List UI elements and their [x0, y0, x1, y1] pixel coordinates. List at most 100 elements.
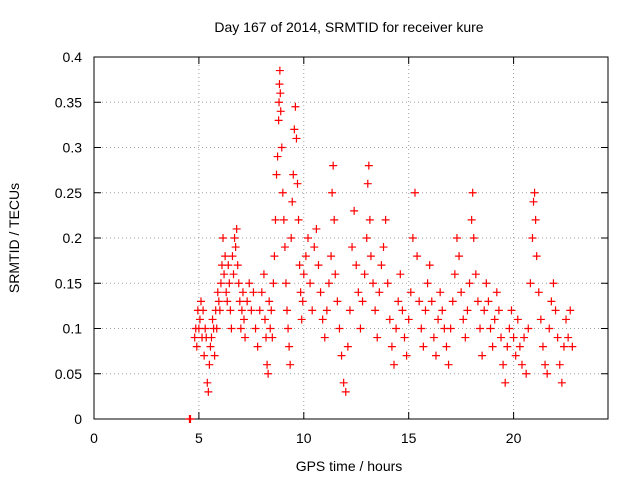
data-point [333, 297, 342, 306]
data-point [429, 333, 438, 342]
data-point [549, 279, 558, 288]
x-tick-label: 10 [296, 430, 312, 446]
data-point [343, 342, 352, 351]
data-point [377, 261, 386, 270]
data-point [398, 306, 407, 315]
data-point [280, 243, 289, 252]
data-point [270, 252, 279, 261]
data-point [341, 387, 350, 396]
data-point [410, 188, 419, 197]
data-point [413, 252, 422, 261]
data-point [247, 306, 256, 315]
data-point [551, 306, 560, 315]
data-point [291, 102, 300, 111]
data-point [265, 297, 274, 306]
data-point [276, 89, 285, 98]
y-tick-label: 0.25 [55, 185, 82, 201]
data-point [299, 270, 308, 279]
data-point [524, 324, 533, 333]
data-point [318, 315, 327, 324]
data-point [379, 243, 388, 252]
data-point [298, 297, 307, 306]
data-point [296, 288, 305, 297]
data-point [373, 333, 382, 342]
data-point [222, 288, 231, 297]
data-point [196, 297, 205, 306]
data-point [260, 315, 269, 324]
data-point [275, 98, 284, 107]
data-point [425, 261, 434, 270]
data-point [469, 234, 478, 242]
data-point [276, 107, 285, 116]
data-point [200, 351, 209, 360]
data-point [444, 360, 453, 369]
data-point [366, 252, 375, 261]
data-point [501, 378, 510, 387]
axis-ticks: 0 0.05 0.1 0.15 0.2 0.25 0.3 0.35 0.4 0 5 10 15 20 [55, 49, 608, 446]
data-point [266, 324, 275, 333]
data-point [350, 206, 359, 215]
data-point [240, 315, 249, 324]
data-point [295, 261, 304, 270]
data-point [201, 324, 210, 333]
data-point [365, 215, 374, 224]
y-tick-label: 0 [74, 411, 82, 427]
data-point [463, 306, 472, 315]
data-point [406, 288, 415, 297]
data-point [530, 188, 539, 197]
chart-title: Day 167 of 2014, SRMTID for receiver kur… [214, 19, 483, 35]
data-point [289, 170, 298, 179]
data-point [383, 279, 392, 288]
y-tick-label: 0.3 [63, 140, 83, 156]
data-point [385, 315, 394, 324]
data-point [312, 224, 321, 233]
data-point [322, 306, 331, 315]
data-point [339, 378, 348, 387]
y-tick-label: 0.15 [55, 275, 82, 291]
y-tick-label: 0.35 [55, 94, 82, 110]
data-point [348, 243, 357, 252]
data-point [195, 315, 204, 324]
data-point [234, 279, 243, 288]
data-point [465, 279, 474, 288]
data-point [238, 288, 247, 297]
data-point [467, 215, 476, 224]
data-point [199, 306, 208, 315]
data-point [190, 333, 199, 342]
data-point [293, 179, 302, 188]
data-point [225, 279, 234, 288]
data-point [283, 306, 292, 315]
data-point [392, 324, 401, 333]
data-point [235, 297, 244, 306]
x-tick-label: 15 [401, 430, 417, 446]
data-points [185, 66, 577, 423]
data-point [285, 342, 294, 351]
data-point [526, 279, 535, 288]
data-point [275, 66, 284, 75]
data-point [354, 288, 363, 297]
data-point [362, 234, 371, 242]
data-point [497, 333, 506, 342]
data-point [306, 279, 315, 288]
data-point [207, 333, 216, 342]
data-point [438, 306, 447, 315]
data-point [473, 297, 482, 306]
data-point [316, 288, 325, 297]
data-point [478, 351, 487, 360]
grid [94, 57, 608, 419]
data-point [371, 306, 380, 315]
data-point [214, 297, 223, 306]
data-point [314, 261, 323, 270]
data-point [220, 270, 229, 279]
data-point [236, 324, 245, 333]
data-point [245, 279, 254, 288]
data-point [538, 342, 547, 351]
data-point [237, 306, 246, 315]
data-point [294, 215, 303, 224]
data-point [482, 279, 491, 288]
data-point [529, 197, 538, 206]
data-point [290, 125, 299, 134]
data-point [227, 324, 236, 333]
data-point [390, 360, 399, 369]
